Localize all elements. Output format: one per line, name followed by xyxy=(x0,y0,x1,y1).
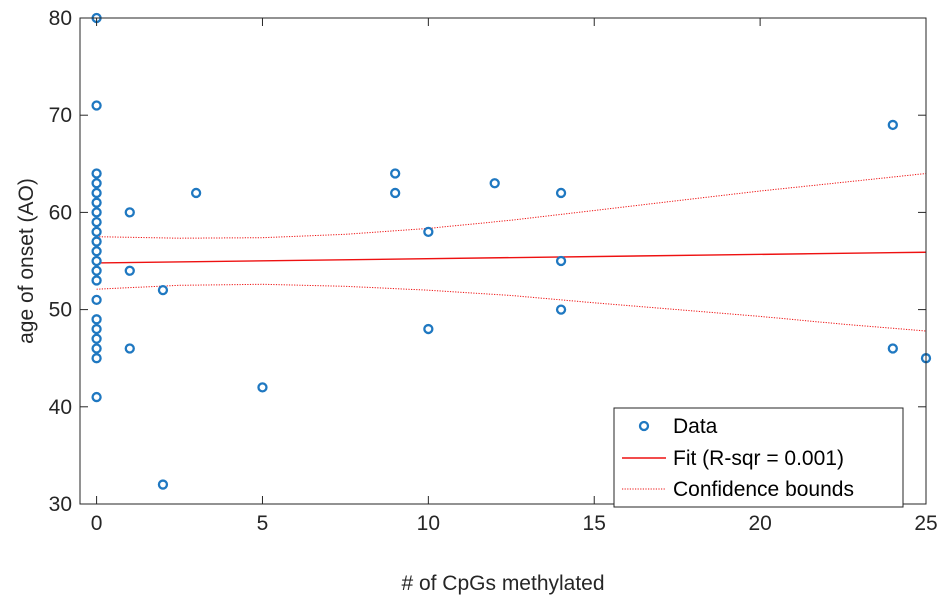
data-point xyxy=(555,255,567,267)
data-point xyxy=(390,168,401,179)
y-tick-label: 60 xyxy=(49,201,72,224)
data-point xyxy=(190,187,202,199)
data-point xyxy=(555,304,567,315)
data-point xyxy=(91,314,102,325)
legend-bounds-label: Confidence bounds xyxy=(673,478,854,501)
data-point xyxy=(887,119,898,131)
plot-area-frame xyxy=(79,17,927,505)
data-points-layer xyxy=(91,12,932,490)
data-point xyxy=(124,265,135,276)
fit-line xyxy=(96,251,927,264)
data-point xyxy=(257,382,268,393)
x-tick-label: 0 xyxy=(91,512,103,535)
legend-data-marker xyxy=(638,420,650,432)
data-point xyxy=(91,323,102,335)
data-point xyxy=(124,343,135,354)
data-point xyxy=(91,236,102,247)
y-tick-label: 80 xyxy=(49,7,72,30)
legend-data-label: Data xyxy=(673,415,718,438)
data-point xyxy=(91,168,102,179)
confidence-bounds-layer xyxy=(96,173,927,332)
data-point xyxy=(91,216,102,228)
legend: Data Fit (R-sqr = 0.001) Confidence boun… xyxy=(613,407,904,508)
data-point xyxy=(91,197,102,208)
y-tick-label: 30 xyxy=(49,493,72,516)
data-point xyxy=(91,226,102,237)
legend-fit-label: Fit (R-sqr = 0.001) xyxy=(673,447,844,470)
data-point xyxy=(91,187,102,199)
data-point xyxy=(91,353,102,364)
data-point xyxy=(91,100,102,111)
data-point xyxy=(91,246,102,257)
x-tick-label: 20 xyxy=(748,512,771,535)
data-point xyxy=(489,178,500,189)
data-point xyxy=(423,323,434,335)
x-axis-label: # of CpGs methylated xyxy=(401,572,604,595)
data-point xyxy=(91,333,102,344)
data-point xyxy=(423,226,434,237)
data-point xyxy=(124,207,135,218)
y-tick-label: 50 xyxy=(49,299,72,322)
data-point xyxy=(91,178,102,189)
data-point xyxy=(555,187,567,199)
y-axis-label: age of onset (AO) xyxy=(15,178,38,344)
data-point xyxy=(91,207,102,218)
data-point xyxy=(91,275,102,286)
x-tick-label: 5 xyxy=(257,512,269,535)
data-point xyxy=(91,391,102,403)
y-tick-label: 70 xyxy=(49,104,72,127)
data-point xyxy=(157,285,169,296)
data-point xyxy=(157,479,169,490)
data-point xyxy=(91,255,102,267)
x-tick-label: 25 xyxy=(914,512,937,535)
x-tick-label: 15 xyxy=(583,512,606,535)
data-point xyxy=(91,343,102,354)
y-axis-ticks: 30 40 50 60 70 80 xyxy=(49,7,926,516)
x-tick-label: 10 xyxy=(417,512,440,535)
data-point xyxy=(91,294,102,306)
confidence-bound-lower xyxy=(96,283,927,332)
data-point xyxy=(91,265,102,276)
x-axis-ticks: 0 5 10 15 20 25 xyxy=(91,18,938,535)
y-tick-label: 40 xyxy=(49,396,72,419)
fit-line-layer xyxy=(96,251,927,264)
data-point xyxy=(390,187,401,199)
confidence-bound-upper xyxy=(96,173,927,239)
data-point xyxy=(887,343,898,354)
